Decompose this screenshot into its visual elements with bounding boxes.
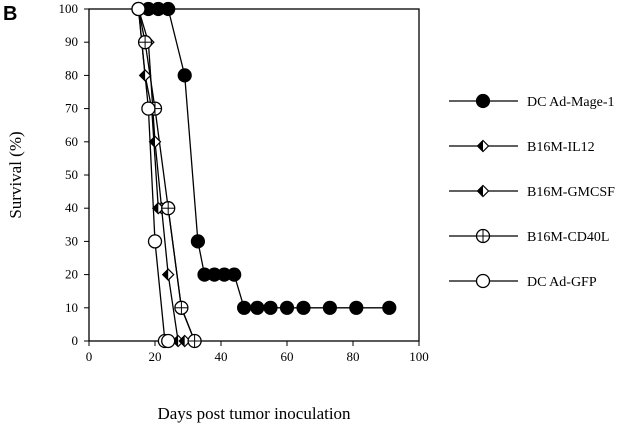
legend-entry: B16M-CD40L <box>449 228 609 245</box>
open-circle-shape <box>161 333 176 349</box>
legend-label: DC Ad-GFP <box>527 275 597 290</box>
data-point <box>187 333 202 349</box>
y-tick-label: 80 <box>65 67 78 82</box>
y-tick-label: 50 <box>65 167 78 182</box>
filled-circle-shape <box>263 300 278 315</box>
plot-axes: 0 20 40 60 80 100 0 10 20 30 40 50 60 70 80 90 100 <box>59 1 429 364</box>
y-tick-label: 40 <box>65 200 78 215</box>
legend-marker <box>475 228 491 244</box>
diamond-half-fill <box>477 140 483 152</box>
data-point <box>131 1 146 17</box>
data-point <box>161 333 176 349</box>
y-tick-label: 90 <box>65 34 78 49</box>
x-tick-label: 100 <box>409 349 429 364</box>
legend: DC Ad-Mage-1 B16M-IL12 B16M-GMCSF B16M-CD40… <box>449 93 615 290</box>
legend-marker <box>475 273 491 289</box>
y-axis-title: Survival (%) <box>6 131 25 218</box>
data-point <box>382 300 397 315</box>
data-point <box>161 201 176 216</box>
filled-circle-shape <box>382 300 397 315</box>
filled-circle-shape <box>161 1 176 17</box>
filled-circle-shape <box>250 300 265 315</box>
data-point <box>263 300 278 315</box>
open-circle-shape <box>141 101 156 116</box>
data-point <box>137 35 153 50</box>
y-tick-label: 70 <box>65 101 78 116</box>
data-point <box>322 300 337 315</box>
filled-circle-shape <box>227 267 242 282</box>
data-point <box>161 1 176 17</box>
data-point <box>296 300 311 315</box>
filled-circle-shape <box>279 300 295 315</box>
filled-circle-shape <box>475 93 491 109</box>
legend-entry: B16M-GMCSF <box>449 184 615 200</box>
legend-label: B16M-IL12 <box>527 140 595 155</box>
x-tick-label: 60 <box>281 349 294 364</box>
series-line-2 <box>137 8 196 342</box>
x-axis-title: Days post tumor inoculation <box>157 404 351 423</box>
x-tick-label: 20 <box>149 349 162 364</box>
data-point <box>279 300 295 315</box>
x-tick-label: 80 <box>347 349 360 364</box>
y-tick-label: 100 <box>59 1 79 16</box>
series-line-1 <box>137 8 185 342</box>
legend-marker <box>476 139 490 153</box>
x-tick-label: 0 <box>86 349 93 364</box>
open-circle-shape <box>475 273 491 289</box>
legend-label: B16M-CD40L <box>527 230 609 245</box>
y-tick-label: 20 <box>65 267 78 282</box>
diamond-half-fill <box>162 269 169 281</box>
legend-label: B16M-GMCSF <box>527 185 615 200</box>
x-tick-label: 40 <box>215 349 228 364</box>
filled-circle-shape <box>237 300 252 315</box>
legend-label: DC Ad-Mage-1 <box>527 95 615 110</box>
data-point <box>161 268 175 281</box>
diamond-half-fill <box>149 136 155 148</box>
filled-circle-shape <box>190 234 205 249</box>
data-point <box>138 69 152 82</box>
legend-entry: DC Ad-Mage-1 <box>449 93 615 110</box>
plot-frame <box>88 8 420 342</box>
series-line-0 <box>138 8 390 309</box>
filled-circle-shape <box>349 300 364 315</box>
series-line-3 <box>137 8 196 342</box>
filled-circle-shape <box>177 68 192 83</box>
data-point <box>141 101 156 116</box>
series-lines <box>137 8 390 342</box>
filled-circle-shape <box>296 300 311 315</box>
legend-marker <box>476 184 490 198</box>
series-markers <box>131 1 397 349</box>
data-point <box>237 300 252 315</box>
panel-label: B <box>3 3 17 25</box>
data-point <box>349 300 364 315</box>
legend-entry: DC Ad-GFP <box>449 273 597 290</box>
data-point <box>177 68 192 83</box>
y-tick-label: 0 <box>72 333 79 348</box>
legend-entry: B16M-IL12 <box>449 139 595 155</box>
y-tick-label: 10 <box>65 300 78 315</box>
data-point <box>148 135 162 149</box>
data-point <box>190 234 205 249</box>
data-point <box>227 267 242 282</box>
legend-marker <box>475 93 491 109</box>
y-tick-label: 60 <box>65 134 78 149</box>
data-point <box>250 300 265 315</box>
diamond-half-fill <box>179 335 185 347</box>
diamond-half-fill <box>139 69 146 81</box>
open-circle-shape <box>147 234 163 249</box>
data-point <box>178 334 192 348</box>
diamond-half-fill <box>172 335 179 347</box>
y-tick-label: 30 <box>65 233 78 248</box>
filled-circle-shape <box>322 300 337 315</box>
data-point <box>174 300 189 315</box>
diamond-half-fill <box>477 185 483 197</box>
open-circle-shape <box>131 1 146 17</box>
diamond-half-fill <box>152 202 159 214</box>
data-point <box>147 234 163 249</box>
